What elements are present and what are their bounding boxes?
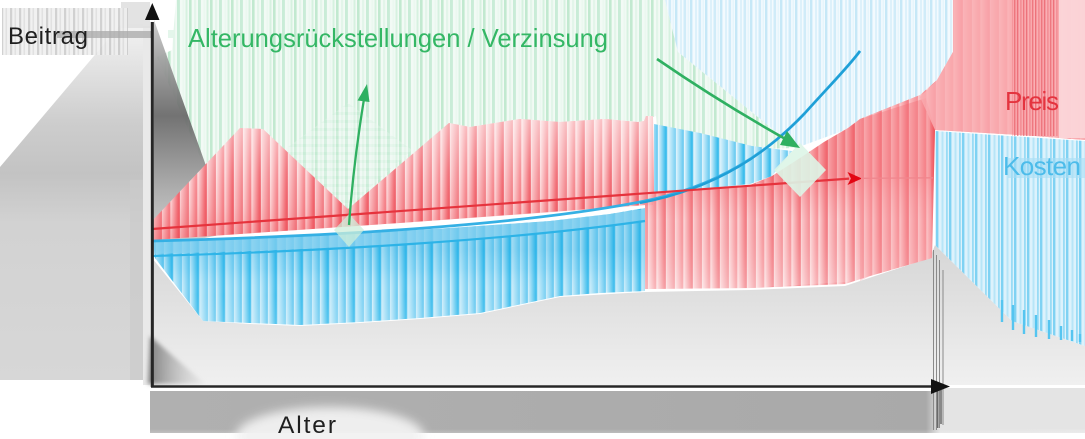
svg-text:Beitrag: Beitrag [8,23,88,50]
svg-text:Preis: Preis [1005,86,1059,116]
svg-text:Alterungsrückstellungen / Verz: Alterungsrückstellungen / Verzinsung [188,23,608,53]
svg-text:Kosten: Kosten [1003,151,1081,181]
svg-text:Alter: Alter [278,412,336,439]
